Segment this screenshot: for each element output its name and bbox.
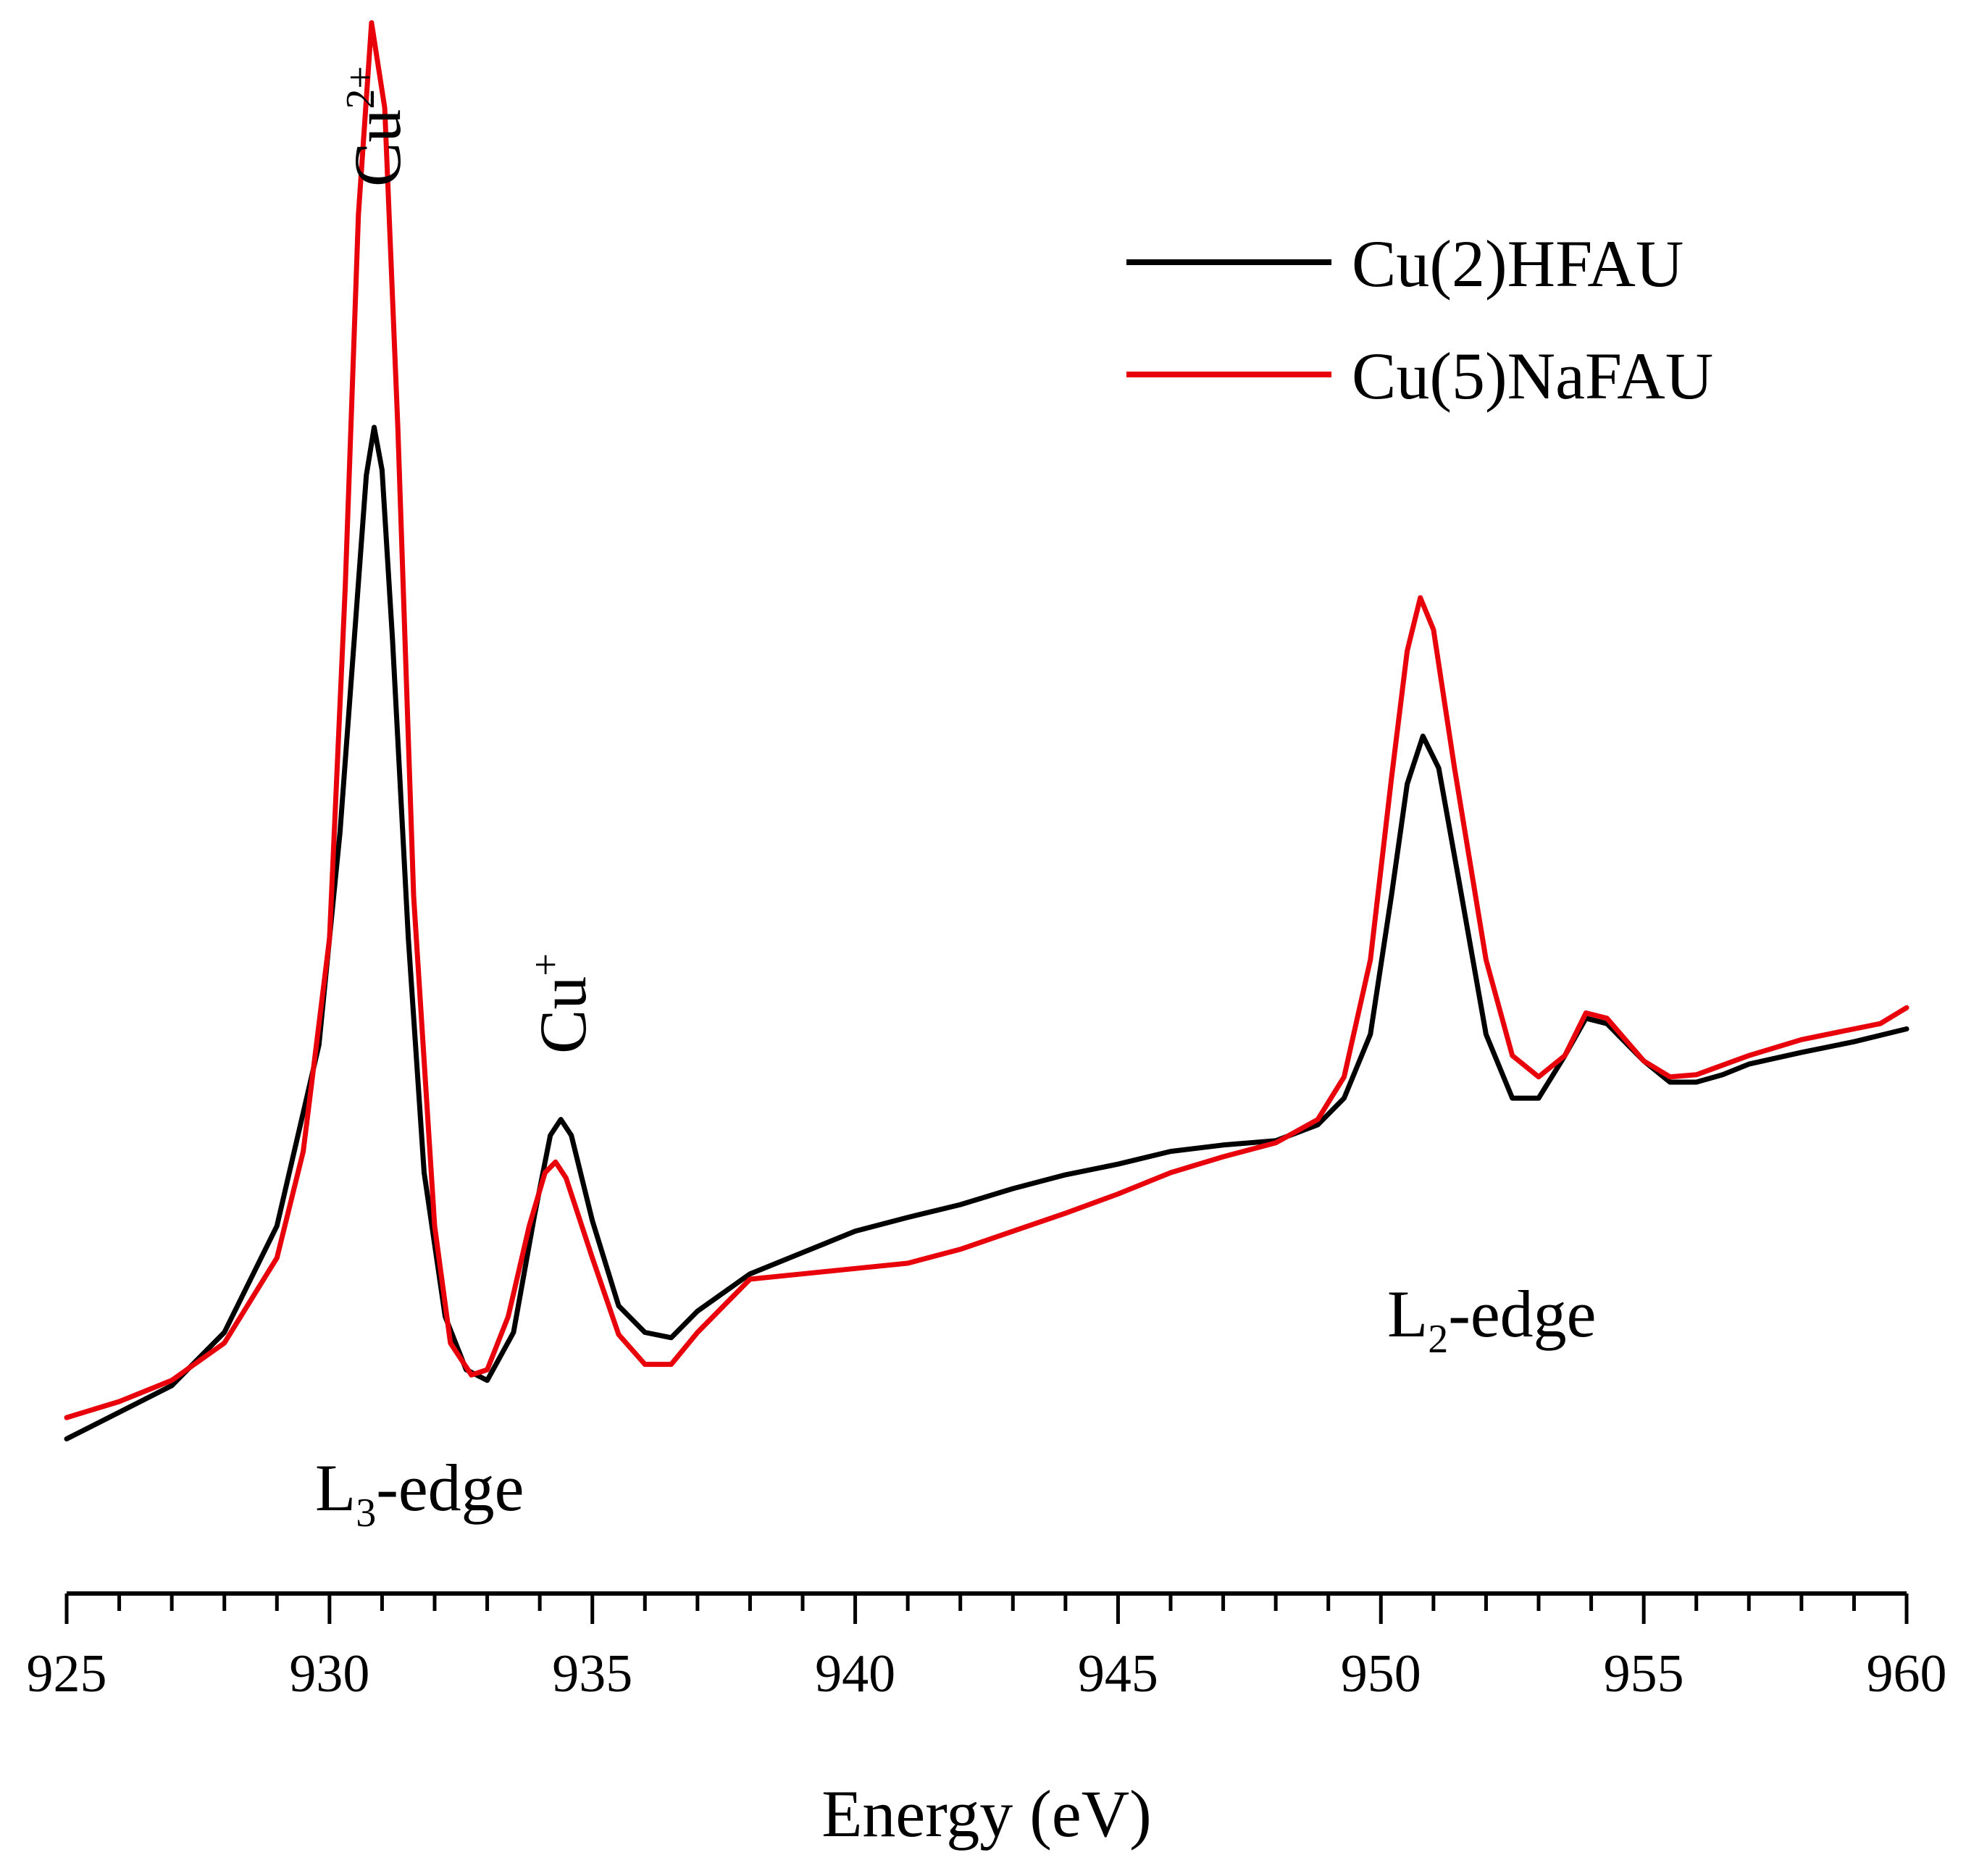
x-axis-title: Energy (eV) (821, 1777, 1152, 1851)
series-layer (64, 20, 1909, 1441)
x-tick-label-960: 960 (1867, 1644, 1947, 1704)
x-tick-label-955: 955 (1604, 1644, 1684, 1704)
series-line-cu-5-nafau (64, 20, 1909, 1420)
x-tick-label-945: 945 (1078, 1644, 1158, 1704)
x-tick-label-935: 935 (552, 1644, 632, 1704)
annotation-cu2plus: Cu2+ (338, 66, 414, 187)
series-line-cu-2-hfau (64, 424, 1909, 1441)
legend-label-cu5nafau: Cu(5)NaFAU (1352, 339, 1713, 413)
annotation-l3-edge: L3-edge (315, 1451, 524, 1536)
legend: Cu(2)HFAU Cu(5)NaFAU (1126, 227, 1713, 413)
annotation-cuplus: Cu+ (524, 953, 600, 1054)
annotation-l2-edge: L2-edge (1387, 1277, 1597, 1362)
x-tick-label-940: 940 (815, 1644, 895, 1704)
legend-label-cu2hfau: Cu(2)HFAU (1352, 227, 1683, 301)
x-tick-label-950: 950 (1341, 1644, 1421, 1704)
x-tick-label-930: 930 (289, 1644, 369, 1704)
x-tick-label-925: 925 (27, 1644, 107, 1704)
x-axis-ticks: 925 930 935 940 945 950 955 960 (27, 1594, 1947, 1704)
